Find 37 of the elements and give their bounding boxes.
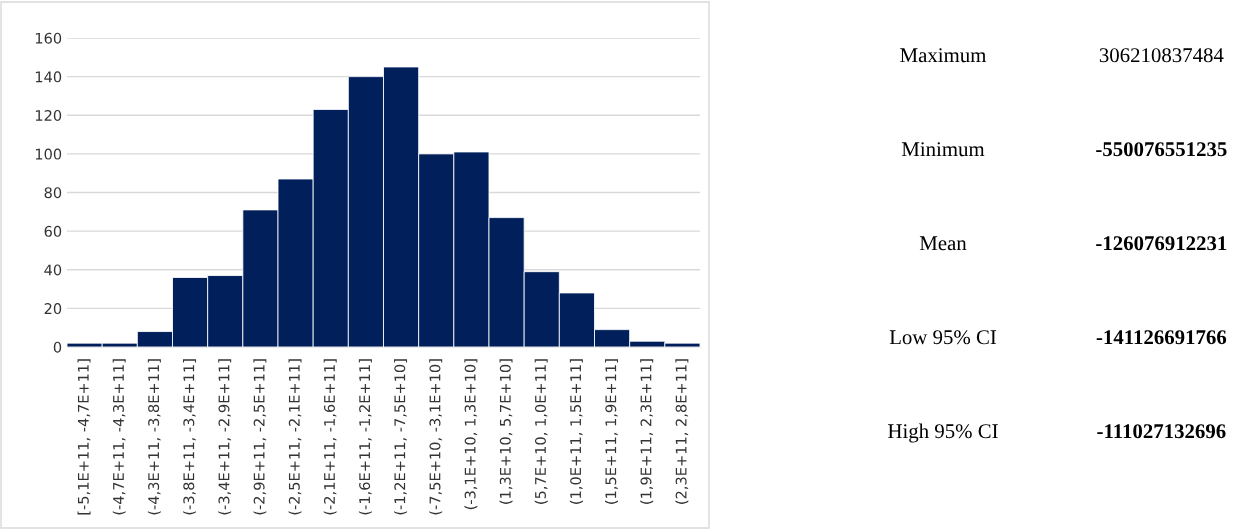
text: Mean — [919, 236, 967, 251]
x-tick-label: (1,9E+11, 2,3E+11] — [640, 359, 654, 504]
y-tick-label: 160 — [35, 32, 62, 44]
text: -126076912231 — [1096, 236, 1227, 251]
x-tick-label: (-2,1E+11, -1,6E+11] — [323, 359, 337, 515]
x-tick-label: (2,3E+11, 2,8E+11] — [675, 359, 689, 504]
x-tick-label: (5,7E+10, 1,0E+11] — [534, 359, 548, 504]
y-tick-label: 100 — [35, 148, 62, 160]
x-tick-label: (-1,6E+11, -1,2E+11] — [358, 359, 372, 515]
y-tick-label: 0 — [53, 341, 62, 353]
text: High 95% CI — [888, 423, 998, 443]
x-tick-label: (-4,3E+11, -3,8E+11] — [147, 359, 161, 515]
y-tick-label: 40 — [44, 264, 62, 276]
text: Maximum — [900, 48, 987, 63]
x-tick-label: (-1,2E+11, -7,5E+10] — [394, 359, 408, 515]
y-tick-label: 80 — [44, 187, 62, 199]
text: Minimum — [901, 142, 985, 157]
text: -111027132696 — [1097, 424, 1226, 439]
x-tick-label: (-3,1E+10, 1,3E+10] — [464, 359, 478, 510]
x-tick-label: [-5,1E+11, -4,7E+11] — [77, 359, 91, 515]
x-tick-label: (-7,5E+10, -3,1E+10] — [429, 359, 443, 515]
text: -550076551235 — [1096, 142, 1227, 157]
x-tick-label: (1,0E+11, 1,5E+11] — [569, 359, 583, 504]
x-tick-label: (1,3E+10, 5,7E+10] — [499, 359, 513, 504]
y-tick-label: 120 — [35, 109, 62, 121]
x-tick-label: (-3,4E+11, -2,9E+11] — [218, 359, 232, 515]
y-tick-label: 140 — [35, 71, 62, 83]
text: 306210837484 — [1099, 48, 1224, 63]
y-tick-label: 20 — [44, 303, 62, 315]
text: Low 95% CI — [889, 330, 997, 345]
y-tick-label: 60 — [44, 225, 62, 237]
x-tick-label: (-4,7E+11, -4,3E+11] — [112, 359, 126, 515]
text: -141126691766 — [1096, 330, 1227, 345]
x-tick-label: (-3,8E+11, -3,4E+11] — [183, 359, 197, 515]
x-tick-label: (1,5E+11, 1,9E+11] — [605, 359, 619, 504]
x-tick-label: (-2,5E+11, -2,1E+11] — [288, 359, 302, 515]
x-tick-label: (-2,9E+11, -2,5E+11] — [253, 359, 267, 515]
